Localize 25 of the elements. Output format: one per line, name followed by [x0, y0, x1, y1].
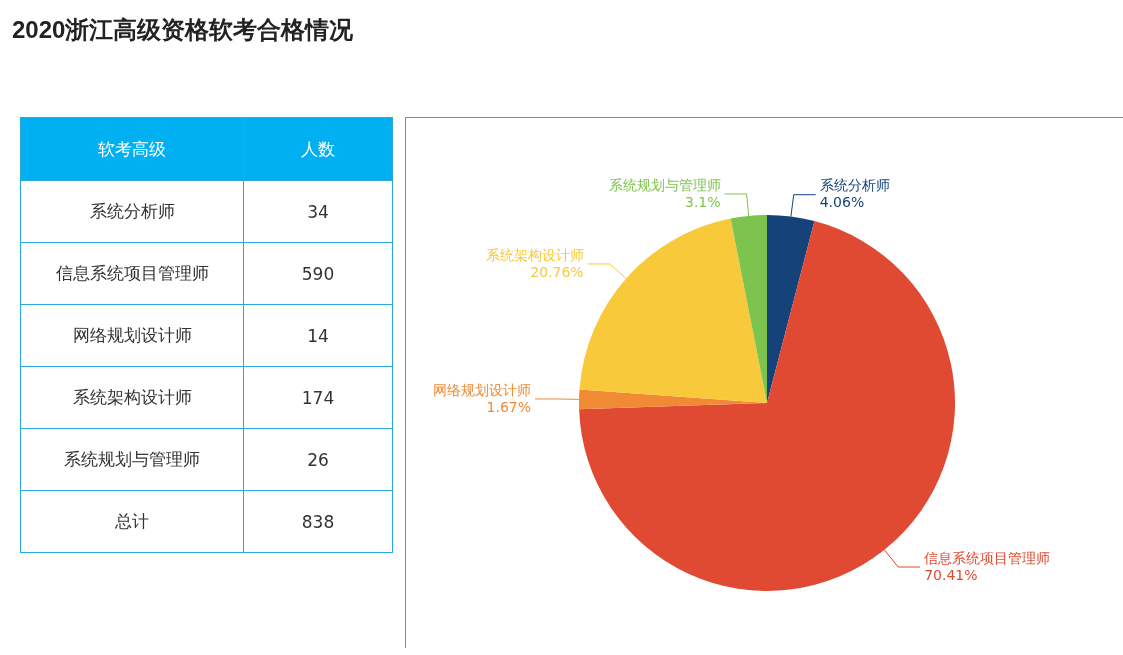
- category-label: 系统分析师: [20, 180, 244, 243]
- category-label: 网络规划设计师: [20, 304, 244, 367]
- data-label: 1.67%: [486, 398, 532, 415]
- data-label: 174: [243, 366, 393, 429]
- data-label: 3.1%: [685, 193, 721, 210]
- text: 838: [301, 511, 335, 532]
- data-label: 26: [243, 428, 393, 491]
- slice-label: 系统架构设计师: [485, 246, 584, 263]
- data-label: 70.41%: [924, 566, 978, 583]
- slice-label: 网络规划设计师: [433, 381, 532, 398]
- slice-label: 系统规划与管理师: [608, 176, 721, 193]
- text: 2020浙江高级资格软考合格情况: [12, 15, 354, 45]
- text: 软考高级: [20, 117, 244, 181]
- data-label: 14: [243, 304, 393, 367]
- slice-label: 系统分析师: [819, 177, 890, 194]
- category-label: 系统规划与管理师: [20, 428, 244, 491]
- slice-label: 信息系统项目管理师: [924, 549, 1051, 566]
- data-label: 20.76%: [530, 263, 584, 280]
- data-label: 34: [243, 180, 393, 243]
- category-label: 信息系统项目管理师: [20, 242, 244, 305]
- text: 总计: [20, 490, 244, 553]
- data-label: 590: [243, 242, 393, 305]
- category-label: 系统架构设计师: [20, 366, 244, 429]
- text: 人数: [243, 117, 393, 181]
- data-label: 4.06%: [819, 194, 865, 211]
